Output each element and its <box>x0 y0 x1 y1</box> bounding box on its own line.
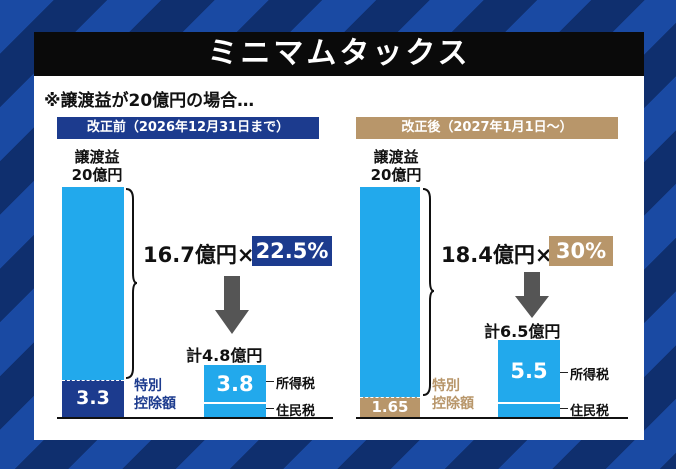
before-rate-box: 22.5% <box>252 236 332 266</box>
after-tax-split <box>498 402 560 404</box>
after-deduction-label: 特別 控除額 <box>432 377 474 413</box>
after-resident-tax-label: 住民税 <box>570 404 610 419</box>
after-deduction-label-line1: 特別 <box>432 378 460 394</box>
before-deduction-block: 3.3 <box>62 380 124 417</box>
page-title: ミニマムタックス <box>34 32 644 76</box>
after-gain-label: 譲渡益 20億円 <box>357 148 435 184</box>
after-total: 計6.5億円 <box>484 322 561 341</box>
after-baseline <box>356 417 628 419</box>
before-tax-split <box>204 402 266 404</box>
before-deduction-divider <box>62 380 124 381</box>
after-gain-label-line1: 譲渡益 <box>373 148 419 166</box>
after-rate-box: 30% <box>549 236 613 266</box>
before-gain-label-line2: 20億円 <box>71 166 123 184</box>
after-header: 改正後（2027年1月1日～） <box>356 117 618 139</box>
before-total: 計4.8億円 <box>186 346 263 365</box>
after-income-tax-label: 所得税 <box>570 368 610 383</box>
after-bracket <box>422 188 435 396</box>
before-header: 改正前（2026年12月31日まで） <box>57 117 319 139</box>
before-resident-leader <box>266 408 274 409</box>
before-bracket <box>125 188 138 379</box>
after-income-leader <box>560 372 568 373</box>
after-deduction-label-line2: 控除額 <box>432 396 474 412</box>
after-tax-box: 5.5 <box>498 340 560 417</box>
after-gain-label-line2: 20億円 <box>370 166 422 184</box>
condition-note: ※譲渡益が20億円の場合… <box>44 91 255 111</box>
after-deduction-divider <box>360 397 420 398</box>
before-tax-box: 3.8 <box>204 365 266 417</box>
before-income-tax-label: 所得税 <box>276 377 316 392</box>
after-calc-text: 18.4億円× <box>441 243 553 267</box>
before-income-leader <box>266 381 274 382</box>
before-deduction-label: 特別 控除額 <box>134 377 176 413</box>
before-deduction-label-line2: 控除額 <box>134 396 176 412</box>
before-gain-label-line1: 譲渡益 <box>74 148 120 166</box>
before-deduction-label-line1: 特別 <box>134 378 162 394</box>
before-gain-label: 譲渡益 20億円 <box>58 148 136 184</box>
after-gain-bar <box>360 187 420 417</box>
after-down-arrow-icon <box>515 272 549 318</box>
before-baseline <box>57 417 333 419</box>
before-gain-bar <box>62 187 124 417</box>
after-deduction-block: 1.65 <box>360 397 420 417</box>
before-calc-text: 16.7億円× <box>143 243 255 267</box>
before-resident-tax-label: 住民税 <box>276 404 316 419</box>
before-down-arrow-icon <box>215 276 249 334</box>
after-resident-leader <box>560 408 568 409</box>
